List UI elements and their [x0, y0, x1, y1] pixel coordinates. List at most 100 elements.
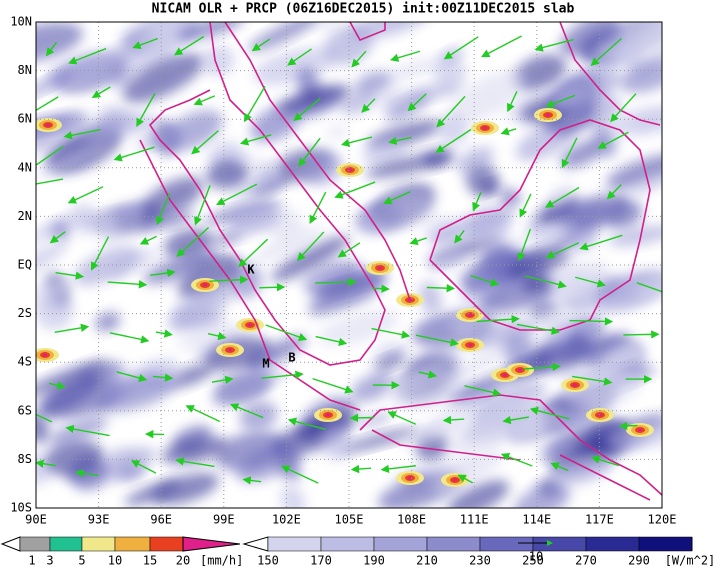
wind-arrow	[155, 329, 173, 338]
wind-arrow	[569, 317, 614, 326]
vector-reference-label: 10	[529, 550, 543, 564]
wind-arrow	[296, 231, 325, 262]
wind-arrow	[173, 35, 205, 56]
wind-arrow	[194, 185, 211, 226]
wind-arrow	[361, 98, 376, 113]
lon-label: 96E	[150, 513, 172, 527]
wind-arrow	[242, 476, 262, 485]
cloud-patch	[142, 251, 220, 284]
lat-label: 10N	[10, 15, 32, 29]
cloud-patch	[606, 153, 662, 190]
rain-cell	[518, 368, 522, 372]
lon-label: 93E	[88, 513, 110, 527]
cloud-patch	[506, 222, 578, 248]
olr-tick-label: 230	[469, 554, 491, 568]
wind-arrow	[349, 413, 375, 423]
lon-label: 90E	[25, 513, 47, 527]
wind-arrow	[139, 235, 157, 245]
cloud-patch	[36, 413, 50, 444]
wind-arrow	[409, 237, 427, 246]
wind-arrow	[529, 406, 570, 420]
lon-label: 102E	[272, 513, 301, 527]
cloud-patch	[380, 58, 441, 84]
wind-arrow	[150, 268, 176, 278]
wind-arrow	[519, 193, 532, 218]
cloud-patch	[601, 343, 646, 373]
coastline	[139, 139, 361, 411]
rain-cell	[203, 283, 207, 287]
wind-arrow	[407, 93, 427, 112]
olr-swatch	[267, 536, 322, 552]
wind-arrow	[36, 459, 56, 468]
cloud-patch	[124, 480, 181, 506]
wind-arrow	[591, 455, 619, 467]
cloud-patch	[280, 484, 306, 508]
precip-arrow-left	[0, 536, 21, 552]
wind-arrow	[500, 452, 533, 467]
lon-label: 120E	[648, 513, 677, 527]
wind-arrow	[623, 330, 660, 339]
cloud-patch	[36, 143, 105, 180]
lon-label: 108E	[397, 513, 426, 527]
rain-cell	[468, 313, 472, 317]
precip-arrow-right	[182, 536, 241, 552]
lat-label: 2N	[18, 209, 32, 223]
wind-arrow	[606, 184, 622, 200]
rain-cell	[228, 348, 232, 352]
wind-arrow	[49, 381, 66, 390]
wind-arrow	[185, 405, 221, 423]
site-marker: M	[262, 357, 269, 371]
wind-arrow	[472, 192, 482, 212]
cloud-patch	[620, 60, 662, 93]
wind-arrow	[507, 91, 518, 113]
coastline	[559, 454, 651, 501]
cloud-patch	[36, 69, 76, 100]
cloud-patch	[513, 482, 571, 508]
wind-arrow	[315, 277, 357, 287]
rain-cell	[326, 413, 330, 417]
wind-arrow	[216, 183, 258, 205]
wind-arrow	[36, 145, 64, 171]
cloud-patch	[49, 416, 108, 446]
wind-arrow	[454, 229, 465, 244]
wind-arrow	[550, 462, 569, 472]
rain-cell	[468, 343, 472, 347]
cloud-patch	[122, 53, 204, 103]
wind-arrow	[153, 373, 174, 382]
coastline	[349, 22, 386, 42]
wind-arrow	[516, 323, 561, 335]
cloud-patch	[438, 114, 469, 146]
cloud-patch	[325, 125, 349, 140]
wind-arrow	[476, 315, 520, 324]
cloud-patch	[558, 193, 631, 231]
wind-arrow	[68, 47, 107, 65]
olr-swatch	[638, 536, 693, 552]
coastline	[148, 22, 386, 366]
cloud-patch	[561, 274, 622, 313]
cloud-patch	[250, 103, 304, 142]
wind-arrow	[534, 38, 574, 52]
cloud-patch	[140, 177, 204, 220]
wind-arrow	[545, 242, 580, 259]
map-title: NICAM OLR + PRCP (06Z16DEC2015) init:00Z…	[152, 2, 575, 17]
cloud-patch	[559, 22, 619, 57]
olr-tick-label: 150	[257, 554, 279, 568]
wind-arrow	[211, 375, 234, 385]
cloud-patch	[36, 293, 74, 330]
lat-label: 6S	[18, 403, 32, 417]
wind-arrow	[334, 181, 376, 199]
wind-arrow	[524, 275, 567, 289]
lon-label: 111E	[460, 513, 489, 527]
cloud-patch	[459, 250, 523, 289]
coastline	[224, 22, 411, 301]
cloud-patch	[277, 85, 352, 113]
cloud-patch	[626, 171, 662, 198]
cloud-patch	[323, 25, 374, 65]
lat-label: EQ	[18, 258, 32, 272]
wind-arrow	[481, 35, 522, 58]
cloud-patch	[547, 183, 577, 205]
cloud-patch	[36, 278, 72, 310]
cloud-patch	[97, 210, 120, 248]
cloud-patch	[95, 312, 121, 332]
wind-arrow	[176, 227, 210, 257]
